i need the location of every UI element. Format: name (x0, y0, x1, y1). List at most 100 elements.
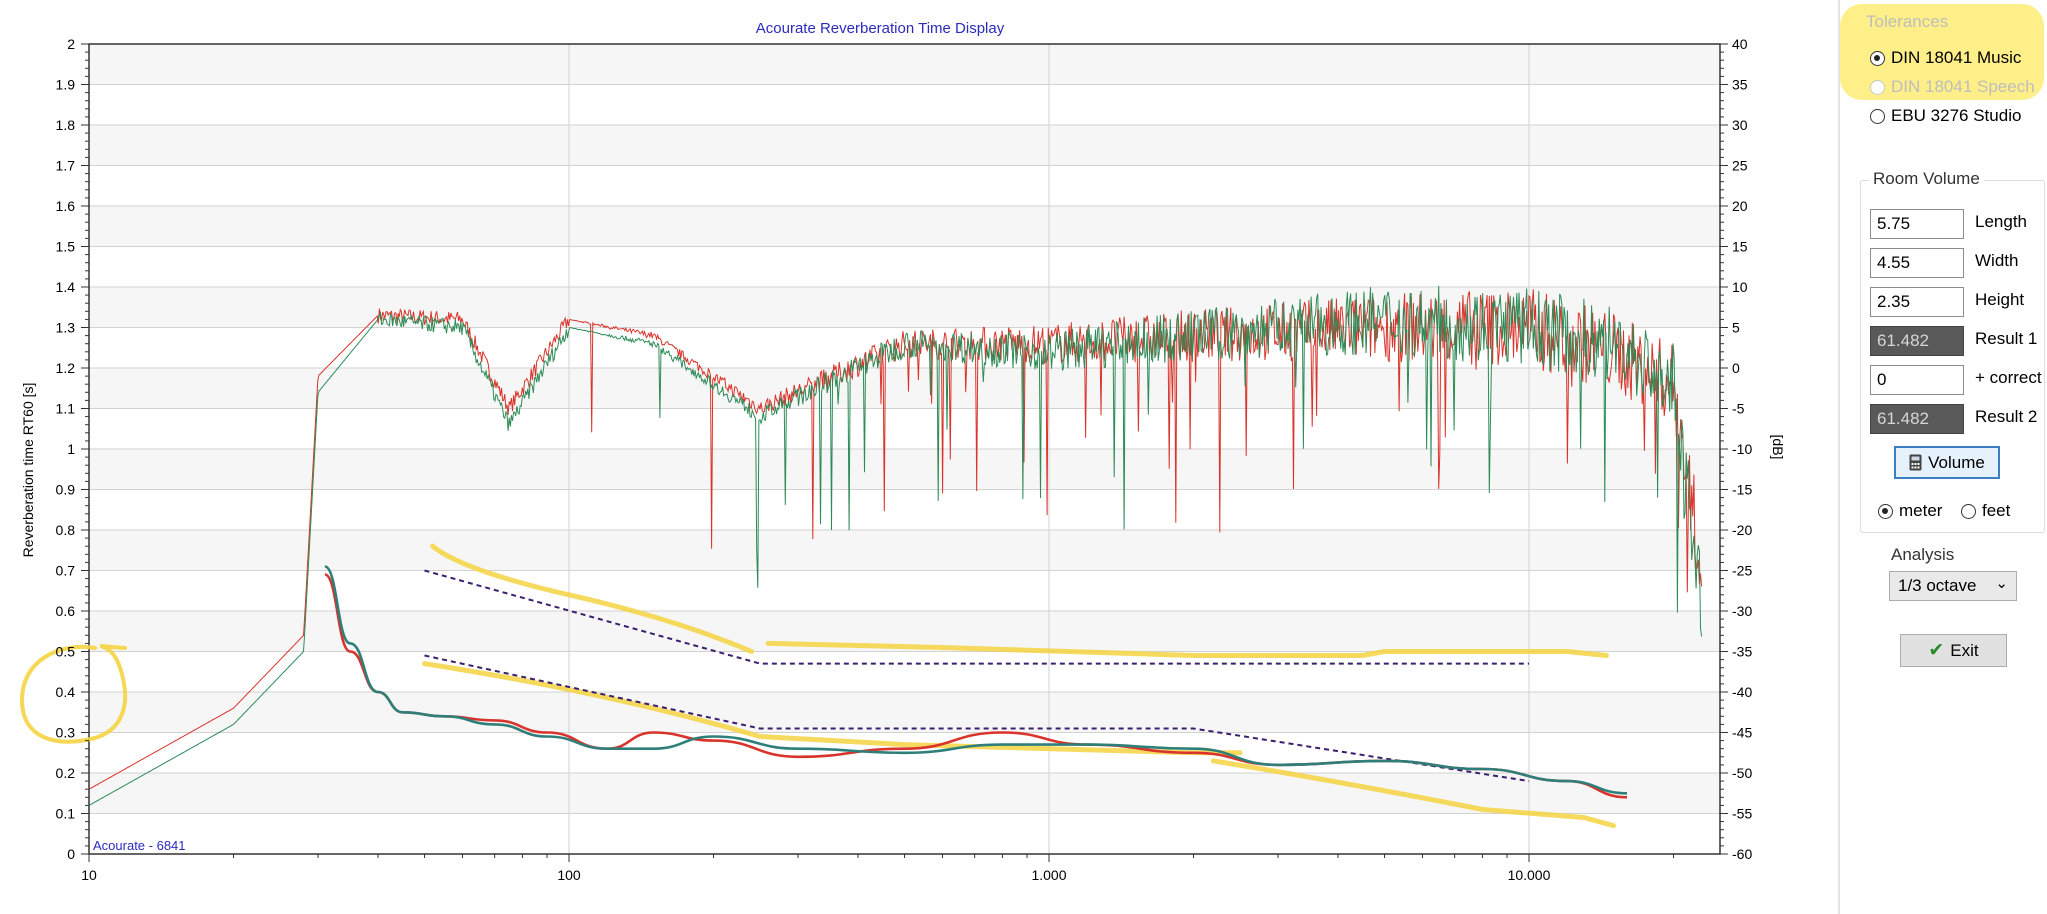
y-right-tick-label: 30 (1732, 117, 1748, 133)
exit-button[interactable]: ✔ Exit (1900, 634, 2007, 667)
x-tick-label: 10.000 (1508, 867, 1551, 883)
calculator-icon (1909, 454, 1922, 471)
y-left-tick-label: 0.5 (56, 644, 76, 660)
plot-band (89, 570, 1720, 611)
y-right-tick-label: -60 (1732, 846, 1752, 862)
radio-feet[interactable]: feet (1961, 501, 2010, 521)
y-left-tick-label: 0.6 (56, 603, 76, 619)
y-left-tick-label: 1.7 (56, 158, 76, 174)
y-left-tick-label: 1.4 (56, 279, 76, 295)
highlight-upper-slope (430, 543, 754, 654)
y-right-tick-label: -15 (1732, 482, 1752, 498)
plot-band (89, 813, 1720, 854)
y-left-tick-label: 0.3 (56, 725, 76, 741)
plot-band (89, 125, 1720, 166)
y-left-tick-label: 1.2 (56, 360, 76, 376)
plot-band (89, 44, 1720, 85)
tolerances-group: Tolerances DIN 18041 Music DIN 18041 Spe… (1862, 12, 2042, 127)
radio-din-music[interactable]: DIN 18041 Music (1870, 48, 2021, 68)
radio-ebu-studio-label: EBU 3276 Studio (1891, 106, 2022, 125)
y-right-tick-label: -35 (1732, 644, 1752, 660)
radio-feet-label: feet (1982, 501, 2011, 520)
plot-band (89, 773, 1720, 814)
plot-band (89, 206, 1720, 247)
y-right-tick-label: -10 (1732, 441, 1752, 457)
result2-field: 61.482 (1870, 404, 1964, 434)
y-right-tick-label: -50 (1732, 765, 1752, 781)
x-tick-label: 1.000 (1031, 867, 1066, 883)
spectrum-red-line (88, 289, 1703, 790)
height-input[interactable]: 2.35 (1870, 287, 1964, 317)
radio-ebu-studio[interactable]: EBU 3276 Studio (1870, 106, 2021, 126)
y-left-tick-label: 0.1 (56, 806, 76, 822)
rt60-chart: 0 0.1 0.2 0.3 0.4 0.5 0.6 0.7 0.8 0.9 1 1.1 1.2 1.3 1.… (19, 20, 1786, 883)
radio-meter-label: meter (1899, 501, 1943, 520)
highlight-upper-flat (765, 640, 1609, 658)
exit-button-label: Exit (1950, 640, 1979, 660)
y-right-tick-label: 0 (1732, 360, 1740, 376)
x-tick-label: 10 (81, 867, 97, 883)
panel-divider (1838, 0, 1840, 914)
plot-band (89, 449, 1720, 490)
radio-selected-icon (1878, 503, 1893, 519)
y-right-tick-label: 10 (1732, 279, 1748, 295)
checkmark-icon: ✔ (1928, 640, 1945, 661)
plot-band (89, 287, 1720, 328)
y-left-tick-label: 0.4 (56, 684, 76, 700)
y-left-tick-label: 2 (67, 36, 75, 52)
room-volume-title: Room Volume (1869, 169, 1984, 189)
y-right-tick-label: 40 (1732, 36, 1748, 52)
result2-label: Result 2 (1975, 407, 2038, 426)
y-right-tick-label: -5 (1732, 401, 1745, 417)
result1-label: Result 1 (1975, 329, 2038, 348)
radio-din-music-label: DIN 18041 Music (1891, 48, 2022, 67)
right-axis-label: [dB] (1770, 435, 1786, 460)
rt60-teal-line (324, 565, 1628, 795)
plot-band (89, 246, 1720, 287)
correct-input[interactable]: 0 (1870, 365, 1964, 395)
plot-band (89, 368, 1720, 409)
x-tick-label: 100 (557, 867, 581, 883)
result1-field: 61.482 (1870, 326, 1964, 356)
y-right-tick-label: 25 (1732, 158, 1748, 174)
plot-band (89, 530, 1720, 571)
plot-band (89, 651, 1720, 692)
analysis-label: Analysis (1891, 545, 1955, 564)
y-left-tick-label: 1.8 (56, 117, 76, 133)
chart-title: Acourate Reverberation Time Display (756, 20, 1005, 37)
highlight-circle (19, 644, 128, 744)
room-volume-group: Room Volume (1860, 169, 2045, 533)
plot-band (89, 408, 1720, 449)
y-right-tick-label: 5 (1732, 320, 1740, 336)
width-input[interactable]: 4.55 (1870, 248, 1964, 278)
y-left-tick-label: 0.2 (56, 765, 76, 781)
length-label: Length (1975, 212, 2027, 231)
width-label: Width (1975, 251, 2019, 270)
radio-unselected-icon (1961, 503, 1976, 519)
radio-din-speech[interactable]: DIN 18041 Speech (1870, 77, 2035, 97)
y-left-tick-label: 0.8 (56, 522, 76, 538)
chevron-down-icon: ⌄ (1995, 575, 2008, 592)
highlight-lower-curve (422, 661, 1243, 756)
y-right-tick-label: -55 (1732, 806, 1752, 822)
y-right-tick-label: 20 (1732, 198, 1748, 214)
radio-meter[interactable]: meter (1878, 501, 1942, 521)
spectrum-green-line (88, 285, 1703, 806)
radio-unselected-icon (1870, 108, 1885, 124)
y-right-tick-label: -40 (1732, 684, 1752, 700)
volume-button[interactable]: Volume (1894, 446, 2000, 479)
plot-band (89, 489, 1720, 530)
radio-din-speech-label: DIN 18041 Speech (1891, 77, 2035, 96)
correct-label: + correct (1975, 368, 2042, 387)
analysis-select[interactable]: 1/3 octave ⌄ (1889, 571, 2017, 601)
highlight-lower-tail (1210, 758, 1616, 829)
left-axis-label: Reverberation time RT60 [s] (20, 383, 36, 558)
y-left-tick-label: 0.9 (56, 482, 76, 498)
radio-selected-icon (1870, 50, 1885, 66)
length-input[interactable]: 5.75 (1870, 209, 1964, 239)
y-right-tick-label: -20 (1732, 522, 1752, 538)
y-left-tick-label: 1.1 (56, 401, 76, 417)
y-right-tick-label: -30 (1732, 603, 1752, 619)
y-left-tick-label: 0 (67, 846, 75, 862)
tolerances-title: Tolerances (1866, 12, 1949, 31)
